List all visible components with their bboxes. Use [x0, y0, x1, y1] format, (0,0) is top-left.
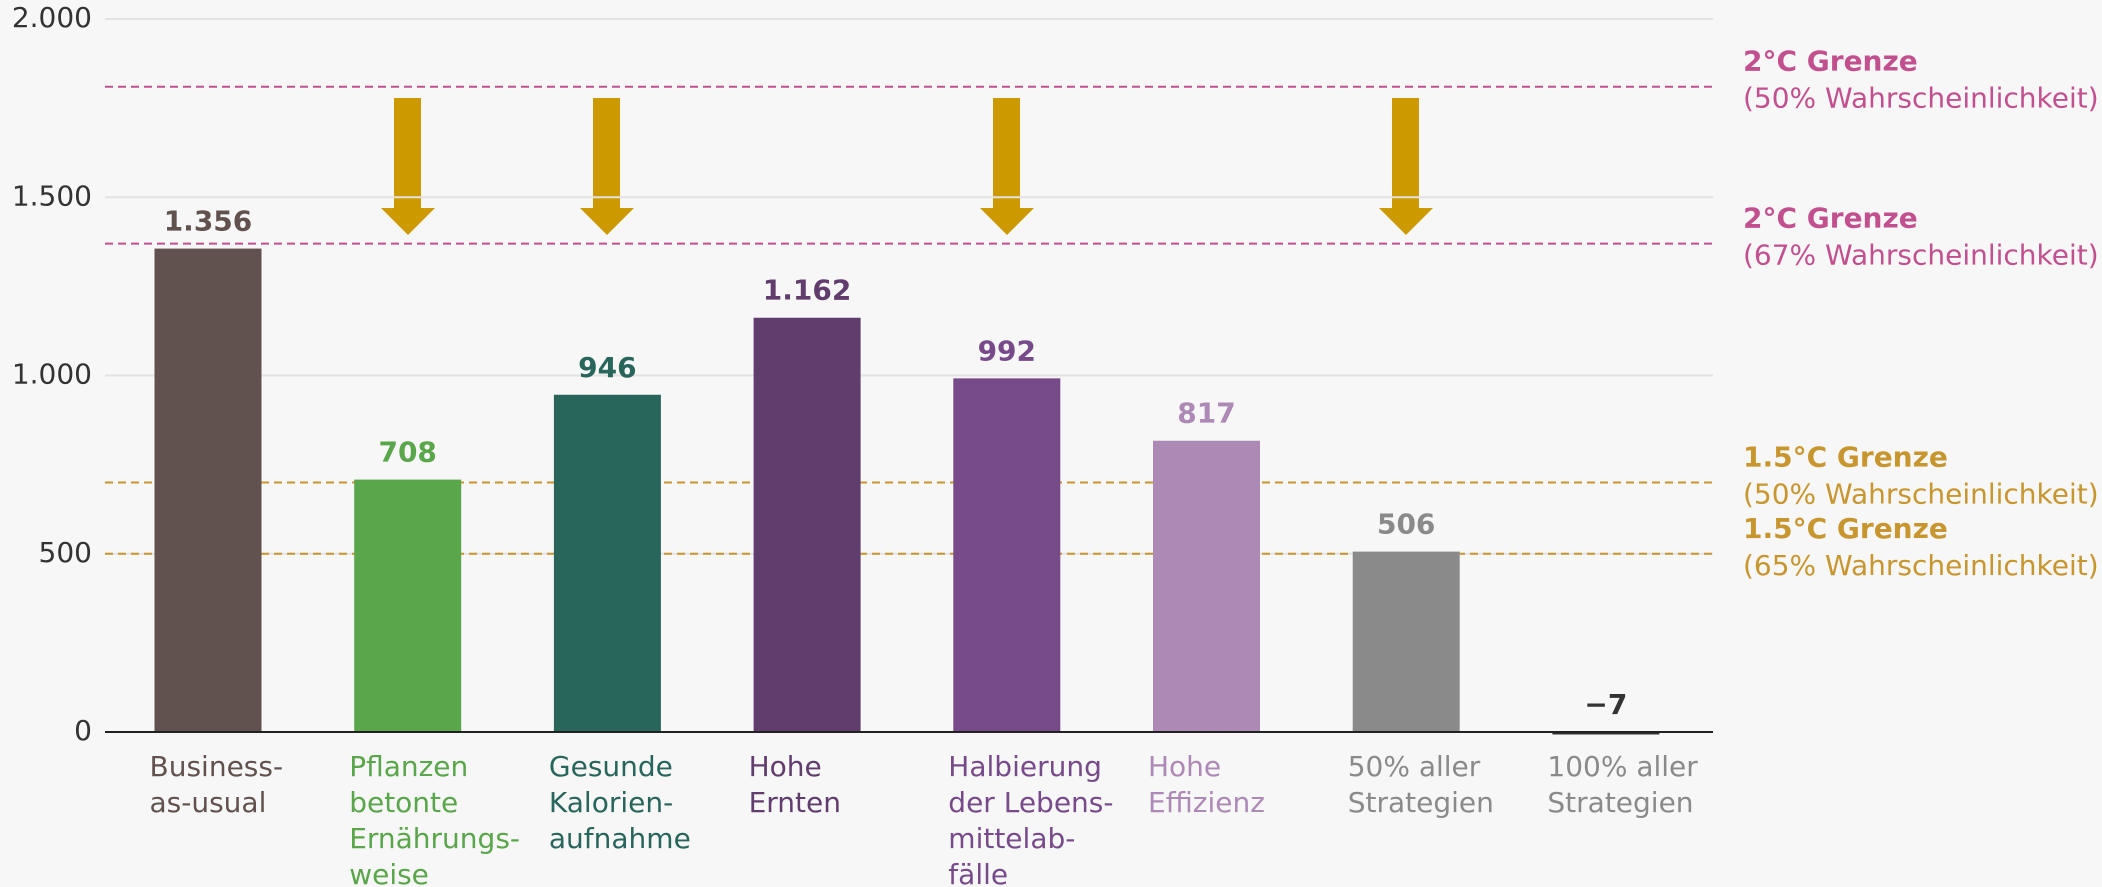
value-label: 1.356 — [164, 205, 253, 238]
arrows — [381, 98, 1433, 235]
bar — [553, 394, 661, 732]
x-tick-label: Business- as-usual — [149, 750, 284, 819]
reference-title: 1.5°C Grenze — [1743, 512, 1948, 545]
reference-label: (50% Wahrscheinlichkeit) — [1743, 82, 2099, 115]
reference-label: (65% Wahrscheinlichkeit) — [1743, 549, 2099, 582]
y-tick-label: 0 — [74, 714, 92, 747]
arrow — [580, 98, 634, 235]
bar — [753, 317, 861, 732]
bar — [354, 479, 462, 732]
value-label: 506 — [1377, 508, 1435, 541]
value-label: 817 — [1177, 397, 1235, 430]
grid — [105, 18, 1713, 733]
arrow — [381, 98, 435, 235]
x-tick-label: 100% aller Strategien — [1547, 750, 1698, 819]
x-tick-label: Gesunde Kalorien- aufnahme — [548, 750, 691, 855]
value-label: 708 — [378, 436, 436, 469]
y-tick-label: 2.000 — [12, 1, 92, 34]
bar — [1153, 440, 1260, 732]
reference-label: (50% Wahrscheinlichkeit) — [1743, 477, 2099, 510]
x-tick-label: Pflanzen betonte Ernährungs- weise — [349, 750, 521, 887]
x-tick-label: Hohe Ernten — [748, 750, 842, 819]
x-tick-label: Hohe Effizienz — [1148, 750, 1265, 819]
reference-title: 2°C Grenze — [1743, 202, 1918, 235]
y-tick-label: 1.500 — [12, 179, 92, 212]
bar — [154, 248, 262, 732]
arrow — [1379, 98, 1433, 235]
bar — [953, 378, 1061, 732]
x-tick-label: Halbierung der Lebens- mittelab- fälle — [948, 750, 1114, 887]
x-tick-label: 50% aller Strategien — [1347, 750, 1494, 819]
value-label: 992 — [978, 334, 1036, 367]
y-tick-label: 500 — [39, 536, 92, 569]
bar — [1552, 732, 1660, 735]
arrow — [980, 98, 1034, 235]
reference-label: (67% Wahrscheinlichkeit) — [1743, 239, 2099, 272]
reference-title: 1.5°C Grenze — [1743, 440, 1948, 473]
value-label: 1.162 — [763, 274, 852, 307]
value-label: 946 — [578, 351, 636, 384]
y-tick-label: 1.000 — [12, 358, 92, 391]
bar — [1352, 551, 1460, 732]
value-label: −7 — [1584, 688, 1627, 721]
reference-title: 2°C Grenze — [1743, 45, 1918, 78]
